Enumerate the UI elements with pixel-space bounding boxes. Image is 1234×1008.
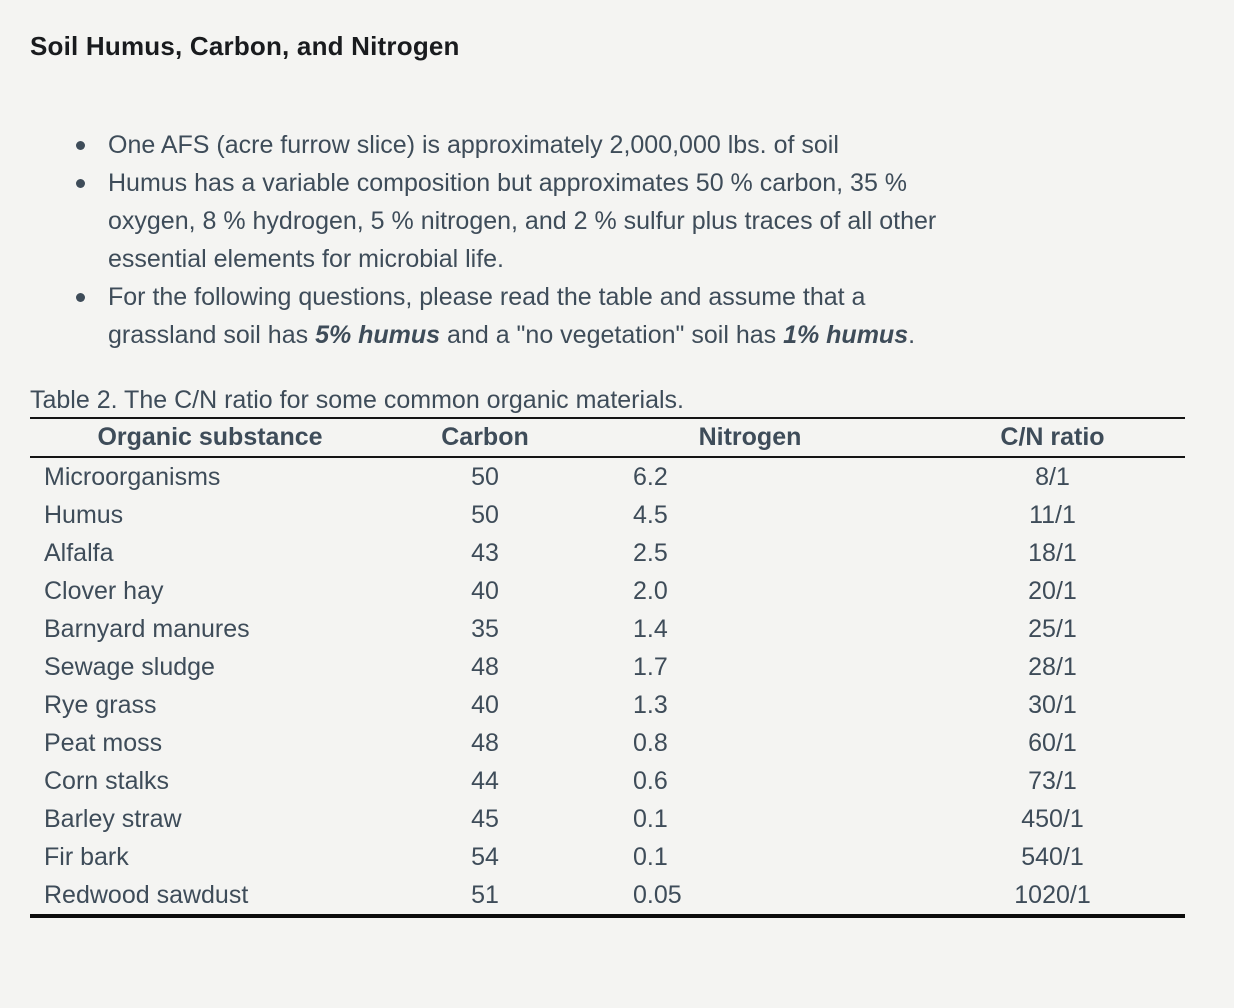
table-cell: 43 — [471, 538, 499, 567]
table-cell: Redwood sawdust — [44, 880, 249, 909]
table-header-row: Organic substance Carbon Nitrogen C/N ratio — [30, 417, 1185, 458]
table-caption: Table 2. The C/N ratio for some common o… — [30, 386, 684, 414]
table-cell: 1020/1 — [1014, 880, 1091, 909]
table-cell: 28/1 — [1028, 652, 1077, 681]
bullet-item: One AFS (acre furrow slice) is approxima… — [76, 126, 1210, 164]
table-cell: 35 — [471, 614, 499, 643]
bullet-list: One AFS (acre furrow slice) is approxima… — [30, 126, 1210, 354]
table-row: Peat moss 48 0.8 60/1 — [30, 724, 1185, 762]
page-title: Soil Humus, Carbon, and Nitrogen — [30, 31, 460, 61]
table-cell: 0.1 — [633, 804, 668, 833]
table-cell: Peat moss — [44, 728, 163, 757]
table-cell: 540/1 — [1021, 842, 1084, 871]
table-cell: 73/1 — [1028, 766, 1077, 795]
text-run: Humus has a variable composition but app… — [108, 169, 908, 197]
text-run: One AFS (acre furrow slice) is approxima… — [108, 131, 839, 159]
table-cell: 4.5 — [633, 500, 668, 529]
table-row: Sewage sludge 48 1.7 28/1 — [30, 648, 1185, 686]
table-cell: 2.5 — [633, 538, 668, 567]
table-row: Corn stalks 44 0.6 73/1 — [30, 762, 1185, 800]
document-page: Soil Humus, Carbon, and Nitrogen One AFS… — [30, 31, 1210, 918]
table-cell: Fir bark — [44, 842, 129, 871]
table-cell: Clover hay — [44, 576, 164, 605]
table-cell: 40 — [471, 576, 499, 605]
table-body: Microorganisms 50 6.2 8/1 Humus 50 4.5 11/1 Alfa… — [30, 457, 1185, 916]
bullet-item: For the following questions, please read… — [76, 278, 1210, 354]
bullet-item: Humus has a variable composition but app… — [76, 164, 1210, 278]
column-header: Carbon — [390, 417, 580, 458]
table-row: Microorganisms 50 6.2 8/1 — [30, 457, 1185, 496]
text-run: essential elements for microbial life. — [108, 245, 504, 273]
text-run: oxygen, 8 % hydrogen, 5 % nitrogen, and … — [108, 207, 937, 235]
table-cell: 50 — [471, 462, 499, 491]
table-cell: 11/1 — [1029, 500, 1076, 529]
table-row: Fir bark 54 0.1 540/1 — [30, 838, 1185, 876]
table-cell: Rye grass — [44, 690, 157, 719]
table-cell: Barley straw — [44, 804, 182, 833]
table-cell: 6.2 — [633, 462, 668, 491]
table-cell: 50 — [471, 500, 499, 529]
table-cell: 40 — [471, 690, 499, 719]
table-cell: 48 — [471, 728, 499, 757]
table-cell: 1.7 — [633, 652, 668, 681]
table-cell: 0.6 — [633, 766, 668, 795]
table-row: Redwood sawdust 51 0.05 1020/1 — [30, 876, 1185, 916]
table-row: Alfalfa 43 2.5 18/1 — [30, 534, 1185, 572]
table-cell: 450/1 — [1021, 804, 1084, 833]
table-cell: 0.1 — [633, 842, 668, 871]
table-cell: Alfalfa — [44, 538, 114, 567]
table-cell: 1.4 — [633, 614, 668, 643]
emphasis-text: 5% humus — [315, 321, 441, 349]
table-cell: 48 — [471, 652, 499, 681]
table-cell: Sewage sludge — [44, 652, 215, 681]
column-header: Organic substance — [30, 417, 390, 458]
text-run: For the following questions, please read… — [108, 283, 866, 311]
table-row: Barnyard manures 35 1.4 25/1 — [30, 610, 1185, 648]
column-header: C/N ratio — [920, 417, 1185, 458]
table-cell: 8/1 — [1035, 462, 1070, 491]
table-cell: 18/1 — [1028, 538, 1077, 567]
table-cell: 0.8 — [633, 728, 668, 757]
table-cell: Barnyard manures — [44, 614, 250, 643]
table-cell: 44 — [471, 766, 499, 795]
table-cell: Humus — [44, 500, 124, 529]
column-header: Nitrogen — [580, 417, 920, 458]
table-cell: 20/1 — [1028, 576, 1077, 605]
table-cell: 25/1 — [1028, 614, 1077, 643]
table-cell: 0.05 — [633, 880, 682, 909]
text-run: grassland soil has — [108, 321, 316, 349]
table-cell: Corn stalks — [44, 766, 170, 795]
text-run: and a "no vegetation" soil has — [440, 321, 784, 349]
table-row: Clover hay 40 2.0 20/1 — [30, 572, 1185, 610]
table-header: Organic substance Carbon Nitrogen C/N ratio — [30, 417, 1185, 458]
table-row: Barley straw 45 0.1 450/1 — [30, 800, 1185, 838]
table-cell: 1.3 — [633, 690, 668, 719]
table-cell: 30/1 — [1028, 690, 1077, 719]
table-cell: Microorganisms — [44, 462, 221, 491]
table-cell: 2.0 — [633, 576, 668, 605]
emphasis-text: 1% humus — [783, 321, 909, 349]
table-cell: 60/1 — [1028, 728, 1077, 757]
table-row: Humus 50 4.5 11/1 — [30, 496, 1185, 534]
text-run: . — [908, 321, 916, 349]
cn-ratio-table: Organic substance Carbon Nitrogen C/N ratio… — [30, 417, 1185, 918]
table-cell: 51 — [471, 880, 499, 909]
table-cell: 54 — [471, 842, 499, 871]
table-cell: 45 — [471, 804, 499, 833]
table-row: Rye grass 40 1.3 30/1 — [30, 686, 1185, 724]
